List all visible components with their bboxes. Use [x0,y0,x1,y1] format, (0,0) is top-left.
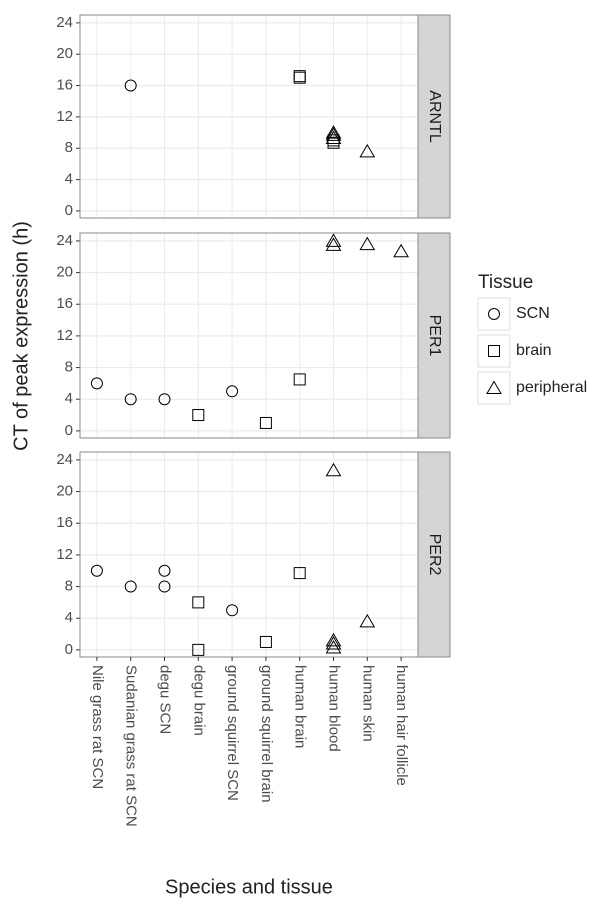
y-tick-label: 0 [65,202,73,219]
y-tick-label: 12 [56,327,73,344]
point [259,635,272,648]
point [325,127,342,141]
legend-symbol [488,308,500,320]
y-tick-label: 12 [56,108,73,125]
point [325,636,342,650]
y-tick-label: 0 [65,422,73,439]
legend-symbol [486,380,502,394]
point [393,243,409,258]
legend-label: brain [516,342,552,359]
point [90,564,103,577]
x-axis-label: Species and tissue [165,876,333,898]
y-tick-label: 24 [56,14,73,31]
legend-key [477,334,511,368]
y-tick-label: 8 [65,359,73,376]
x-tick-label: ground squirrel brain [258,665,275,803]
point [226,604,239,617]
y-tick-label: 8 [65,578,73,595]
facet-strip [417,14,451,219]
y-tick-label: 20 [56,483,73,500]
legend-key [477,297,511,331]
y-tick-label: 16 [56,77,73,94]
facet-label: PER1 [426,315,443,357]
point [124,580,137,593]
y-tick-label: 12 [56,546,73,563]
legend-label: SCN [516,305,550,322]
point [192,596,205,609]
point [359,143,376,158]
y-tick-label: 16 [56,514,73,531]
point [158,393,171,406]
y-tick-label: 4 [65,609,73,626]
point [293,373,306,386]
y-tick-label: 24 [56,451,73,468]
point [259,416,272,429]
point [192,643,205,656]
point [325,130,342,145]
x-tick-label: Sudanian grass rat SCN [123,665,140,827]
x-tick-label: human blood [326,665,343,752]
y-tick-label: 4 [65,171,73,188]
facet-label: ARNTL [426,90,443,143]
point [226,385,239,398]
y-tick-label: 4 [65,390,73,407]
point [293,70,306,83]
y-tick-label: 20 [56,45,73,62]
point [124,393,137,406]
x-tick-label: ground squirrel SCN [224,665,241,801]
point [359,236,376,251]
y-tick-label: 20 [56,264,73,281]
legend-label: peripheral [516,379,587,396]
point [90,377,103,390]
x-tick-label: human brain [292,665,309,748]
facet-label: PER2 [426,534,443,576]
x-tick-label: degu SCN [157,665,174,734]
point [192,409,205,422]
point [325,237,342,251]
facet-strip [417,451,451,658]
x-tick-label: Nile grass rat SCN [89,665,106,789]
y-tick-label: 8 [65,139,73,156]
point [325,632,342,647]
point [158,580,171,593]
y-axis-label: CT of peak expression (h) [10,221,32,451]
y-tick-label: 0 [65,641,73,658]
legend-symbol [488,345,500,357]
point [359,613,376,628]
x-tick-label: human skin [359,665,376,742]
point [325,233,342,247]
x-tick-label: degu brain [190,665,207,736]
point [124,79,137,92]
point [325,462,342,477]
legend-key [477,371,511,405]
x-tick-label: human hair follicle [393,665,410,786]
facet-strip [417,232,451,439]
point [325,125,342,139]
point [325,640,342,654]
point [293,567,306,580]
point [158,564,171,577]
legend-title: Tissue [478,272,533,293]
y-tick-label: 24 [56,232,73,249]
y-tick-label: 16 [56,295,73,312]
